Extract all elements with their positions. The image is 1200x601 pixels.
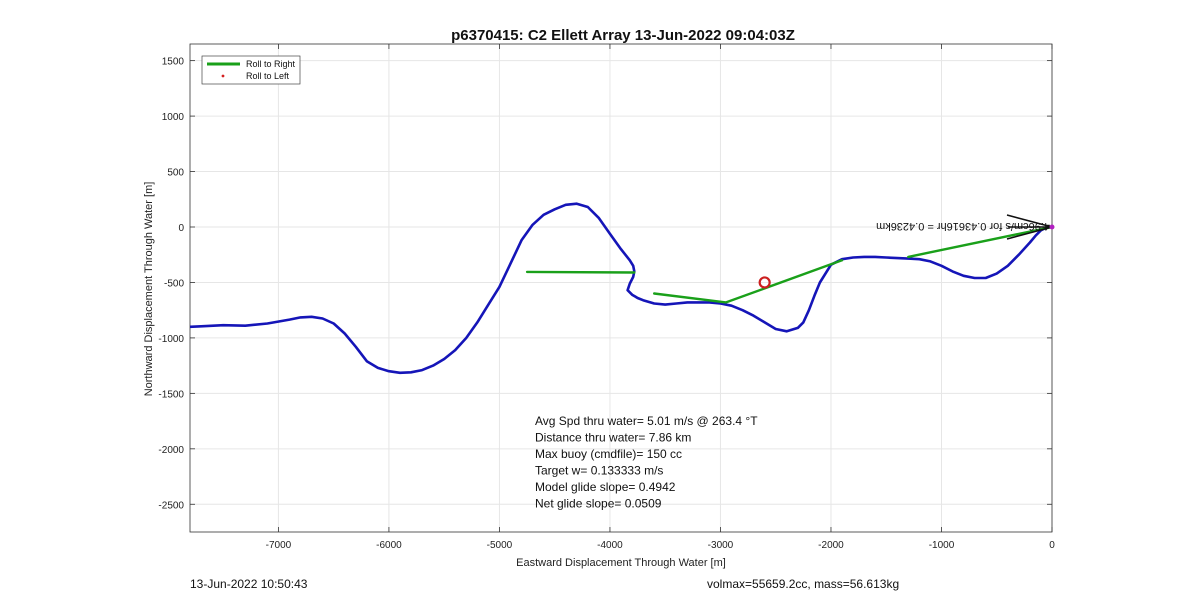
legend-label-roll-left: Roll to Left (246, 71, 290, 81)
plot-area: -7000 -6000 -5000 -4000 -3000 -2000 -1000 01500… (158, 43, 1055, 551)
origin-dot (1049, 224, 1055, 230)
legend-label-roll-right: Roll to Right (246, 59, 296, 69)
x-tick-label: -2000 (818, 540, 844, 551)
stats-line: Distance thru water= 7.86 km (535, 431, 691, 445)
stats-line: Avg Spd thru water= 5.01 m/s @ 263.4 °T (535, 414, 758, 428)
x-tick-label: -7000 (266, 540, 292, 551)
roll-right-segment (653, 259, 844, 304)
footer-timestamp: 13-Jun-2022 10:50:43 (190, 577, 308, 591)
y-tick-label: -2000 (158, 445, 184, 456)
y-tick-label: -1000 (158, 334, 184, 345)
legend-swatch-roll-left (221, 74, 225, 78)
y-tick-label: -2500 (158, 500, 184, 511)
current-vector-head (1006, 214, 1053, 228)
footer-summary: volmax=55659.2cc, mass=56.613kg (707, 577, 899, 591)
x-tick-label: -1000 (929, 540, 955, 551)
roll-right-segment (525, 270, 636, 274)
y-tick-label: 1000 (162, 112, 185, 123)
x-tick-label: -5000 (487, 540, 513, 551)
stats-line: Model glide slope= 0.4942 (535, 480, 676, 494)
glider-track-line (190, 202, 1052, 375)
stats-line: Max buoy (cmdfile)= 150 cc (535, 447, 682, 461)
y-tick-label: 1500 (162, 57, 185, 68)
x-tick-label: -6000 (376, 540, 402, 551)
y-axis-label: Northward Displacement Through Water [m] (143, 182, 155, 397)
y-tick-label: 500 (167, 168, 184, 179)
x-axis-label: Eastward Displacement Through Water [m] (516, 557, 726, 569)
x-tick-label: 0 (1049, 540, 1055, 551)
current-vector-head (1006, 226, 1053, 240)
legend-box (201, 55, 301, 85)
x-tick-label: -3000 (708, 540, 734, 551)
stats-line: Net glide slope= 0.0509 (535, 497, 662, 511)
stats-line: Target w= 0.133333 m/s (535, 464, 663, 478)
stats-annotation: Avg Spd thru water= 5.01 m/s @ 263.4 °T D… (535, 414, 758, 511)
y-tick-label: -1500 (158, 389, 184, 400)
roll-right-segment (907, 225, 1052, 259)
target-circle (758, 276, 771, 289)
chart-title: p6370415: C2 Ellett Array 13-Jun-2022 09… (451, 27, 795, 44)
y-tick-label: 0 (178, 223, 184, 234)
x-tick-label: -4000 (597, 540, 623, 551)
plot-frame (189, 43, 1053, 533)
y-tick-label: -500 (164, 278, 184, 289)
current-vector-label: 4.96cm/s for 0.43616hr = 0.4236km (876, 220, 1050, 232)
